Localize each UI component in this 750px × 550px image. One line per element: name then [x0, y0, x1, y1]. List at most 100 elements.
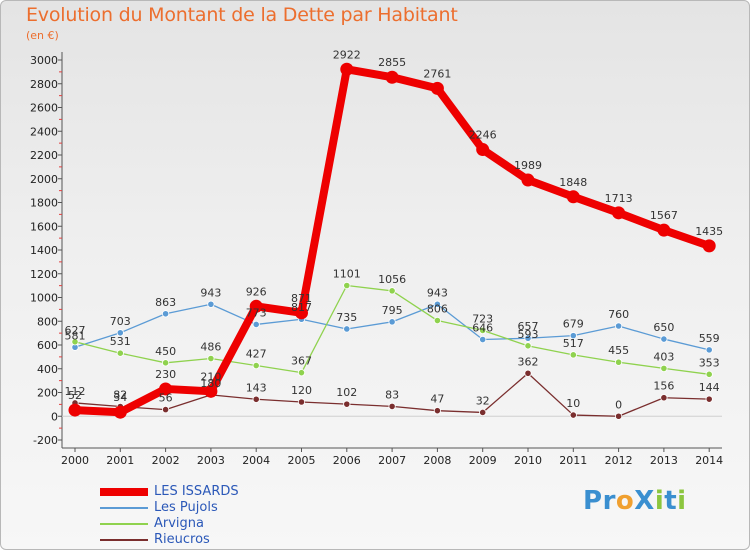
y-tick-label: 0 [51, 410, 58, 423]
legend-swatch-les-issards [100, 488, 148, 496]
data-label-rieucros: 47 [430, 393, 444, 406]
point-arvigna [524, 342, 532, 350]
point-les-pujols [660, 335, 668, 343]
data-label-les-issards: 2246 [469, 129, 497, 142]
data-label-les-pujols: 703 [110, 315, 131, 328]
point-arvigna [569, 351, 577, 359]
y-tick-label: 600 [37, 339, 58, 352]
point-arvigna [71, 338, 79, 346]
data-label-rieucros: 180 [200, 377, 221, 390]
data-label-arvigna: 403 [653, 350, 674, 363]
point-arvigna [116, 349, 124, 357]
data-label-les-issards: 871 [291, 292, 312, 305]
data-label-les-pujols: 646 [472, 322, 493, 335]
data-label-les-pujols: 559 [699, 332, 720, 345]
point-arvigna [162, 359, 170, 367]
point-les-pujols [252, 320, 260, 329]
logo-letter: P [583, 486, 603, 516]
data-label-les-issards: 34 [113, 391, 127, 404]
x-tick-label: 2003 [197, 454, 225, 467]
point-rieucros [388, 402, 396, 410]
legend-swatch-rieucros [100, 539, 148, 541]
legend-label-arvigna: Arvigna [154, 516, 205, 531]
data-label-rieucros: 144 [699, 381, 720, 394]
data-label-les-issards: 210 [200, 370, 221, 383]
point-arvigna [252, 361, 260, 370]
point-les-pujols [116, 329, 124, 337]
point-arvigna [207, 354, 215, 363]
y-tick-label: 1200 [30, 268, 58, 281]
logo-letter: t [664, 486, 678, 516]
data-label-arvigna: 1101 [333, 268, 361, 281]
data-label-rieucros: 156 [653, 380, 674, 393]
data-label-arvigna: 353 [699, 356, 720, 369]
point-arvigna [614, 358, 623, 366]
x-tick-label: 2001 [106, 454, 134, 467]
point-les-pujols [614, 322, 623, 330]
data-label-les-pujols: 679 [563, 318, 584, 331]
point-arvigna [388, 287, 396, 295]
point-les-issards [657, 223, 671, 237]
data-label-les-pujols: 943 [200, 286, 221, 299]
chart-subtitle: (en €) [26, 29, 59, 42]
legend-label-les-issards: LES ISSARDS [154, 484, 239, 499]
data-label-rieucros: 32 [476, 394, 490, 407]
data-label-arvigna: 486 [200, 341, 221, 354]
data-label-les-pujols: 795 [382, 304, 403, 317]
data-label-arvigna: 531 [110, 335, 131, 348]
y-tick-label: 1400 [30, 244, 58, 257]
data-label-arvigna: 806 [427, 303, 448, 316]
logo-letter: i [677, 486, 687, 516]
y-tick-label: 1000 [30, 292, 58, 305]
point-rieucros [433, 407, 441, 415]
x-tick-label: 2013 [650, 454, 678, 467]
data-label-rieucros: 82 [113, 389, 127, 402]
point-les-issards [385, 70, 399, 84]
data-label-rieucros: 102 [336, 386, 357, 399]
proxiti-logo: ProXiti [583, 486, 687, 516]
logo-letter: i [654, 486, 665, 516]
legend-swatch-arvigna [100, 523, 148, 525]
point-rieucros [660, 394, 668, 402]
point-rieucros [297, 398, 306, 406]
data-label-rieucros: 10 [566, 397, 580, 410]
point-les-pujols [162, 310, 170, 318]
point-les-issards [204, 384, 218, 398]
legend-label-les-pujols: Les Pujols [154, 500, 218, 515]
data-label-les-pujols: 581 [65, 329, 86, 342]
point-les-issards [159, 382, 173, 396]
x-tick-label: 2002 [152, 454, 180, 467]
data-label-les-issards: 2855 [378, 56, 406, 69]
y-tick-label: 2600 [30, 102, 58, 115]
data-label-arvigna: 427 [246, 348, 267, 361]
logo-letter: X [634, 486, 655, 516]
data-label-rieucros: 112 [65, 385, 86, 398]
data-label-les-issards: 1989 [514, 159, 542, 172]
point-arvigna [479, 326, 487, 334]
point-arvigna [343, 281, 351, 290]
data-label-rieucros: 56 [159, 392, 173, 405]
x-tick-label: 2012 [605, 454, 633, 467]
data-label-les-pujols: 943 [427, 286, 448, 299]
y-tick-label: 1600 [30, 220, 58, 233]
point-les-pujols [569, 332, 577, 340]
y-tick-label: 800 [37, 315, 58, 328]
point-rieucros [569, 411, 577, 419]
y-tick-label: 1800 [30, 197, 58, 210]
point-les-issards [566, 190, 580, 204]
data-label-arvigna: 593 [518, 328, 539, 341]
x-tick-label: 2000 [61, 454, 89, 467]
x-tick-label: 2006 [333, 454, 361, 467]
y-tick-label: 3000 [30, 54, 58, 67]
x-tick-label: 2004 [242, 454, 270, 467]
y-tick-label: -200 [33, 434, 58, 447]
point-les-pujols [524, 334, 532, 342]
logo-letter: o [615, 486, 635, 516]
point-les-pujols [479, 335, 487, 344]
data-label-les-issards: 2761 [423, 67, 451, 80]
legend-swatch-les-pujols [100, 507, 148, 509]
point-les-issards [295, 306, 308, 320]
point-arvigna [297, 369, 306, 377]
data-label-les-issards: 1567 [650, 209, 678, 222]
data-label-les-issards: 1435 [695, 225, 723, 238]
